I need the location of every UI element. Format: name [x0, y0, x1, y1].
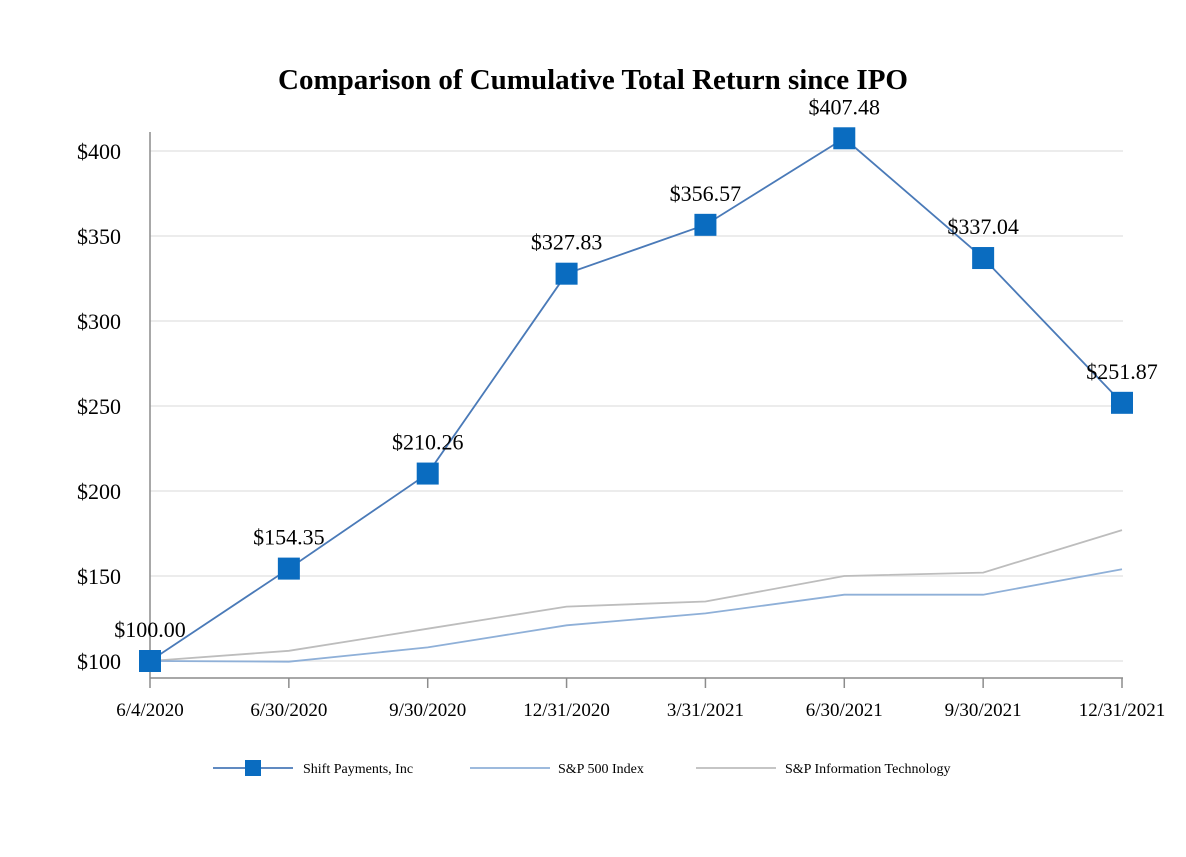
y-tick-label: $400	[77, 139, 121, 164]
x-tick-label: 6/30/2021	[806, 700, 883, 721]
series-line-sp-info-tech	[149, 529, 1123, 662]
data-label: $407.48	[809, 94, 881, 119]
y-tick-label: $200	[77, 479, 121, 504]
data-point-marker	[416, 462, 439, 485]
data-label: $337.04	[947, 214, 1019, 239]
data-point-marker	[139, 650, 161, 672]
data-labels: $100.00 $154.35 $210.26 $327.83 $356.57 $407.…	[114, 94, 1158, 642]
x-tick-label: 6/30/2020	[250, 700, 327, 721]
data-label: $154.35	[253, 525, 325, 550]
legend-label: S&P 500 Index	[558, 762, 644, 777]
x-tick-label: 9/30/2020	[389, 700, 466, 721]
data-label: $100.00	[114, 617, 186, 642]
x-tick-label: 12/31/2021	[1079, 700, 1166, 721]
x-tick-label: 12/31/2020	[523, 700, 610, 721]
series-lines	[149, 137, 1123, 663]
gridlines	[150, 150, 1123, 662]
data-point-marker	[972, 247, 995, 270]
data-point-marker	[277, 557, 300, 580]
legend-swatch-marker	[245, 760, 261, 776]
series-line-shift-payments	[149, 137, 1123, 662]
x-tick-label: 3/31/2021	[667, 700, 744, 721]
legend: Shift Payments, Inc S&P 500 Index S&P Info…	[213, 760, 950, 777]
data-point-marker	[833, 127, 856, 150]
data-label: $356.57	[670, 181, 742, 206]
x-tick-label: 6/4/2020	[116, 700, 184, 721]
y-tick-label: $150	[77, 564, 121, 589]
y-axis-ticks: $100 $150 $200 $250 $300 $350 $400	[77, 139, 121, 674]
x-tick-label: 9/30/2021	[945, 700, 1022, 721]
legend-item: S&P 500 Index	[470, 762, 644, 777]
series-line-sp500	[149, 568, 1123, 663]
x-axis-ticks: 6/4/2020 6/30/2020 9/30/2020 12/31/2020 3/31…	[116, 678, 1165, 721]
data-label: $210.26	[392, 430, 464, 455]
y-tick-label: $250	[77, 394, 121, 419]
data-point-marker	[1111, 391, 1133, 414]
data-point-marker	[555, 262, 578, 285]
axes	[149, 132, 1123, 679]
legend-item: Shift Payments, Inc	[213, 760, 413, 777]
data-point-marker	[694, 213, 717, 236]
data-label: $251.87	[1086, 359, 1158, 384]
chart-title: Comparison of Cumulative Total Return si…	[278, 64, 908, 96]
data-label: $327.83	[531, 230, 603, 255]
y-tick-label: $100	[77, 649, 121, 674]
legend-item: S&P Information Technology	[696, 762, 950, 777]
legend-label: Shift Payments, Inc	[303, 762, 413, 777]
y-tick-label: $350	[77, 224, 121, 249]
y-tick-label: $300	[77, 309, 121, 334]
series-markers	[139, 127, 1133, 672]
legend-label: S&P Information Technology	[785, 762, 950, 777]
